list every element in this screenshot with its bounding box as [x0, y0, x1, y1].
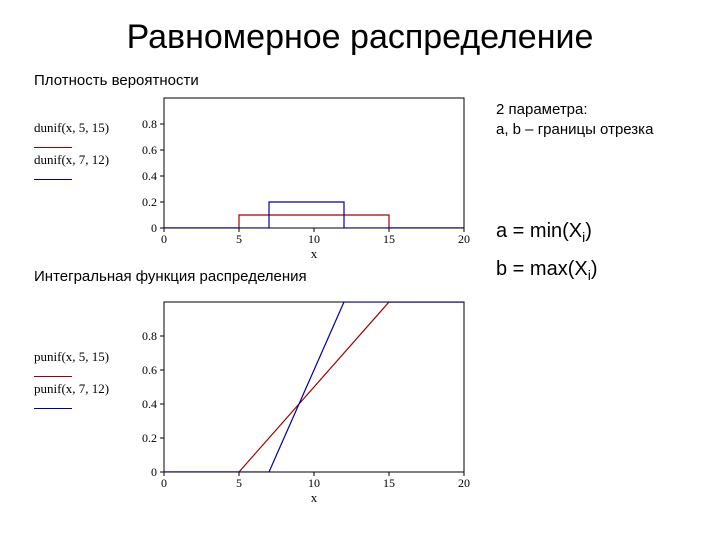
svg-text:0: 0 [161, 476, 167, 490]
right-line1: 2 параметра: [496, 100, 696, 120]
svg-text:0.8: 0.8 [142, 117, 157, 131]
svg-text:0: 0 [161, 232, 167, 246]
svg-text:5: 5 [236, 476, 242, 490]
svg-text:10: 10 [308, 476, 320, 490]
legend-series1: dunif(x, 5, 15) [34, 120, 109, 152]
svg-text:0.4: 0.4 [142, 397, 157, 411]
svg-text:x: x [311, 490, 318, 505]
density-chart: dunif(x, 5, 15) dunif(x, 7, 12) 0 5 10 15 20… [34, 90, 474, 260]
cdf-legend-series1-text: punif(x, 5, 15) [34, 349, 109, 364]
cdf-legend-series2-text: punif(x, 7, 12) [34, 381, 109, 396]
formula-b-pre: b = max(X [496, 258, 588, 280]
legend-series1-line [34, 147, 72, 148]
svg-text:10: 10 [308, 232, 320, 246]
svg-text:0.2: 0.2 [142, 431, 157, 445]
cdf-legend-series1: punif(x, 5, 15) [34, 349, 109, 381]
svg-text:0.6: 0.6 [142, 143, 157, 157]
svg-text:0.2: 0.2 [142, 195, 157, 209]
svg-text:x: x [311, 246, 318, 260]
cdf-legend-series1-line [34, 376, 72, 377]
legend-series2: dunif(x, 7, 12) [34, 152, 109, 184]
svg-text:20: 20 [458, 232, 470, 246]
cdf-legend-series2: punif(x, 7, 12) [34, 381, 109, 413]
legend-series2-line [34, 179, 72, 180]
legend-series2-text: dunif(x, 7, 12) [34, 152, 109, 167]
svg-text:15: 15 [383, 232, 395, 246]
right-description: 2 параметра: a, b – границы отрезка [496, 100, 696, 141]
cdf-label: Интегральная функция распределения [34, 268, 307, 285]
svg-text:0: 0 [151, 221, 157, 235]
svg-text:0.6: 0.6 [142, 363, 157, 377]
svg-text:0: 0 [151, 465, 157, 479]
formula-b: b = max(Xi) [496, 258, 598, 283]
page-title: Равномерное распределение [0, 18, 720, 57]
formula-a-post: ) [585, 220, 592, 242]
formula-a-pre: a = min(X [496, 220, 582, 242]
formula-b-post: ) [591, 258, 598, 280]
svg-text:5: 5 [236, 232, 242, 246]
svg-text:15: 15 [383, 476, 395, 490]
svg-text:0.8: 0.8 [142, 329, 157, 343]
density-label: Плотность вероятности [34, 72, 199, 89]
slide: Равномерное распределение Плотность веро… [0, 0, 720, 540]
cdf-legend-series2-line [34, 408, 72, 409]
right-line2: a, b – границы отрезка [496, 120, 696, 140]
cdf-chart: punif(x, 5, 15) punif(x, 7, 12) 0 5 10 15 20… [34, 294, 474, 514]
formula-a: a = min(Xi) [496, 220, 592, 245]
svg-text:0.4: 0.4 [142, 169, 157, 183]
legend-series1-text: dunif(x, 5, 15) [34, 120, 109, 135]
svg-text:20: 20 [458, 476, 470, 490]
